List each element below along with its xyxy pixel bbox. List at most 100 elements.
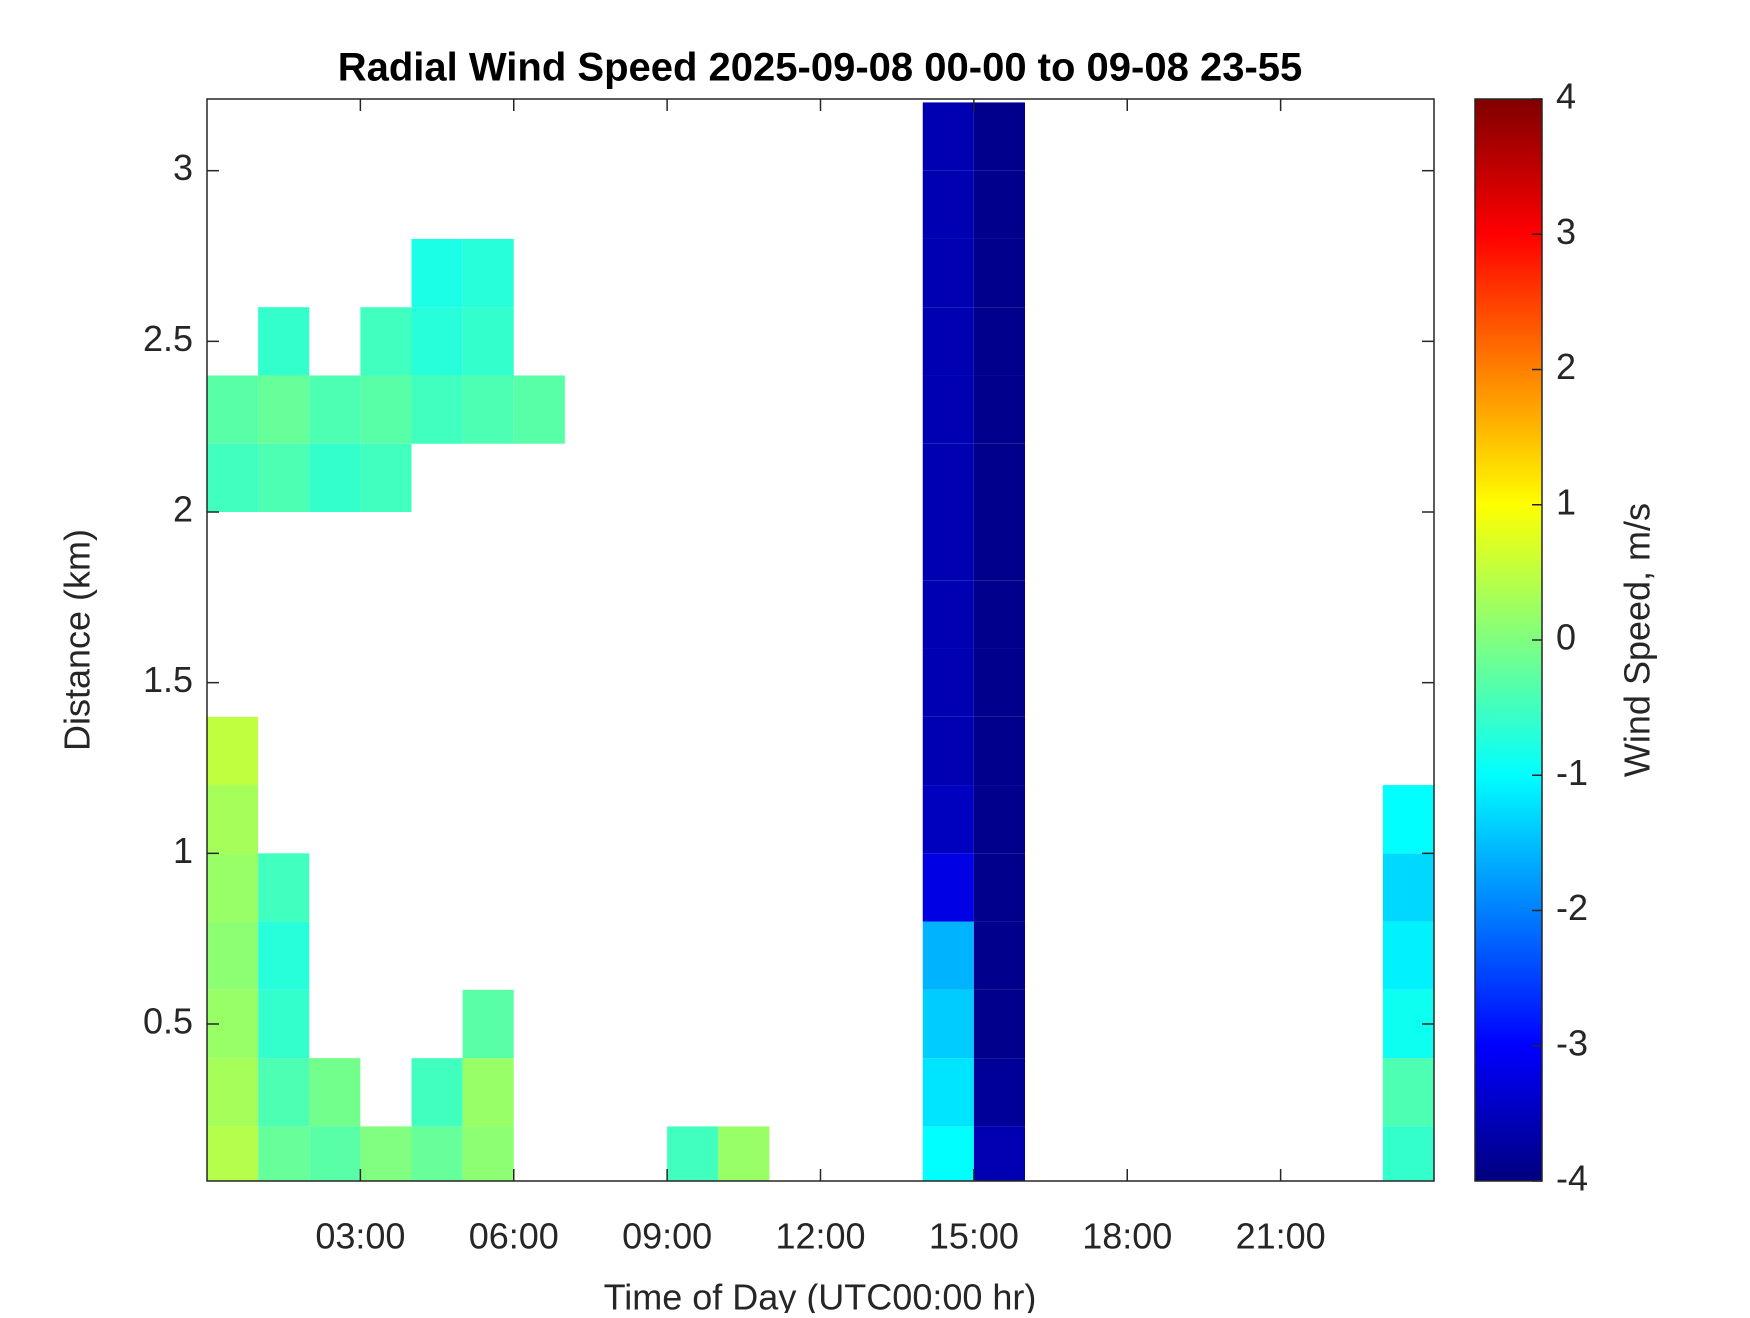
heatmap-cell bbox=[973, 238, 1025, 308]
heatmap-cell bbox=[360, 1126, 412, 1181]
colorbar-tick-label: -2 bbox=[1556, 887, 1588, 928]
heatmap-cell bbox=[258, 375, 310, 444]
heatmap-cell bbox=[973, 170, 1025, 239]
heatmap-cell bbox=[973, 716, 1025, 786]
colorbar bbox=[1474, 98, 1543, 1182]
colorbar-tick-label: -3 bbox=[1556, 1022, 1588, 1063]
heatmap-cell bbox=[411, 1126, 463, 1181]
heatmap-cell bbox=[411, 307, 463, 376]
heatmap-cell bbox=[462, 1126, 514, 1181]
heatmap-cell bbox=[1382, 1126, 1434, 1181]
heatmap-cell bbox=[922, 989, 974, 1059]
heatmap-cell bbox=[922, 102, 974, 171]
colorbar-tick-label: -1 bbox=[1556, 752, 1588, 793]
x-tick-label: 03:00 bbox=[315, 1216, 405, 1257]
heatmap-cell bbox=[258, 1126, 310, 1181]
heatmap-cell bbox=[258, 853, 310, 922]
x-axis-label: Time of Day (UTC00:00 hr) bbox=[604, 1277, 1037, 1313]
heatmap-cell bbox=[973, 785, 1025, 854]
heatmap-cell bbox=[922, 170, 974, 239]
heatmap-cell bbox=[1382, 921, 1434, 990]
heatmap-cell bbox=[258, 989, 310, 1059]
x-tick-label: 21:00 bbox=[1236, 1216, 1326, 1257]
heatmap-cell bbox=[309, 443, 361, 513]
heatmap-cell bbox=[1382, 1058, 1434, 1127]
heatmap-cell bbox=[309, 1126, 361, 1181]
heatmap-cell bbox=[973, 102, 1025, 171]
heatmap-cell bbox=[462, 307, 514, 376]
heatmap-cell bbox=[922, 375, 974, 444]
heatmap-cell bbox=[922, 238, 974, 308]
heatmap-cell bbox=[309, 1058, 361, 1127]
heatmap-cell bbox=[1382, 853, 1434, 922]
y-axis-label: Distance (km) bbox=[57, 529, 98, 751]
x-tick-label: 15:00 bbox=[929, 1216, 1019, 1257]
heatmap-cell bbox=[973, 1126, 1025, 1181]
colorbar-tick-label: 3 bbox=[1556, 211, 1576, 252]
heatmap-cell bbox=[973, 648, 1025, 717]
heatmap-cell bbox=[718, 1126, 770, 1181]
heatmap-cell bbox=[207, 921, 259, 990]
heatmap-cell bbox=[973, 853, 1025, 922]
heatmap-cell bbox=[973, 512, 1025, 581]
heatmap-cell bbox=[922, 1126, 974, 1181]
heatmap-cell bbox=[973, 375, 1025, 444]
heatmap-cell bbox=[207, 443, 259, 513]
heatmap-cell bbox=[973, 921, 1025, 990]
colorbar-label: Wind Speed, m/s bbox=[1617, 503, 1658, 777]
colorbar-tick-label: 0 bbox=[1556, 617, 1576, 658]
heatmap-cell bbox=[462, 989, 514, 1059]
y-tick-label: 1 bbox=[173, 830, 193, 871]
y-tick-label: 3 bbox=[173, 147, 193, 188]
heatmap-cell bbox=[462, 238, 514, 308]
y-tick-label: 1.5 bbox=[143, 659, 193, 700]
heatmap-cell bbox=[922, 580, 974, 649]
heatmap-cell bbox=[207, 375, 259, 444]
heatmap-cell bbox=[922, 853, 974, 922]
heatmap-cell bbox=[973, 443, 1025, 513]
heatmap-cell bbox=[360, 375, 412, 444]
y-tick-label: 2 bbox=[173, 489, 193, 530]
heatmap-cell bbox=[207, 1126, 259, 1181]
x-tick-label: 09:00 bbox=[622, 1216, 712, 1257]
heatmap-cell bbox=[258, 307, 310, 376]
x-tick-label: 12:00 bbox=[775, 1216, 865, 1257]
heatmap-cell bbox=[258, 1058, 310, 1127]
heatmap-cell bbox=[922, 921, 974, 990]
heatmap-cell bbox=[309, 375, 361, 444]
heatmap-cell bbox=[258, 443, 310, 513]
heatmap-cell bbox=[207, 853, 259, 922]
heatmap-cell bbox=[207, 1058, 259, 1127]
heatmap-cell bbox=[922, 716, 974, 786]
x-tick-label: 18:00 bbox=[1082, 1216, 1172, 1257]
heatmap-cell bbox=[207, 785, 259, 854]
heatmap-cells bbox=[207, 102, 1434, 1181]
heatmap-cell bbox=[1382, 785, 1434, 854]
colorbar-tick-label: 2 bbox=[1556, 346, 1576, 387]
heatmap-cell bbox=[462, 375, 514, 444]
heatmap-cell bbox=[973, 580, 1025, 649]
colorbar-tick-label: -4 bbox=[1556, 1158, 1588, 1199]
heatmap-cell bbox=[922, 443, 974, 513]
heatmap-cell bbox=[207, 716, 259, 786]
heatmap-cell bbox=[667, 1126, 719, 1181]
chart-title: Radial Wind Speed 2025-09-08 00-00 to 09… bbox=[338, 46, 1303, 90]
heatmap-cell bbox=[973, 307, 1025, 376]
y-tick-label: 2.5 bbox=[143, 318, 193, 359]
heatmap-cell bbox=[973, 1058, 1025, 1127]
colorbar-tick-label: 4 bbox=[1556, 76, 1576, 117]
heatmap-cell bbox=[462, 1058, 514, 1127]
heatmap-cell bbox=[513, 375, 565, 444]
heatmap-cell bbox=[360, 443, 412, 513]
heatmap-cell bbox=[360, 307, 412, 376]
heatmap-cell bbox=[922, 785, 974, 854]
heatmap-cell bbox=[922, 512, 974, 581]
heatmap-cell bbox=[411, 1058, 463, 1127]
y-tick-label: 0.5 bbox=[143, 1001, 193, 1042]
colorbar-tick-label: 1 bbox=[1556, 481, 1576, 522]
heatmap-cell bbox=[411, 375, 463, 444]
heatmap-cell bbox=[411, 238, 463, 308]
heatmap-cell bbox=[922, 1058, 974, 1127]
heatmap-cell bbox=[922, 307, 974, 376]
